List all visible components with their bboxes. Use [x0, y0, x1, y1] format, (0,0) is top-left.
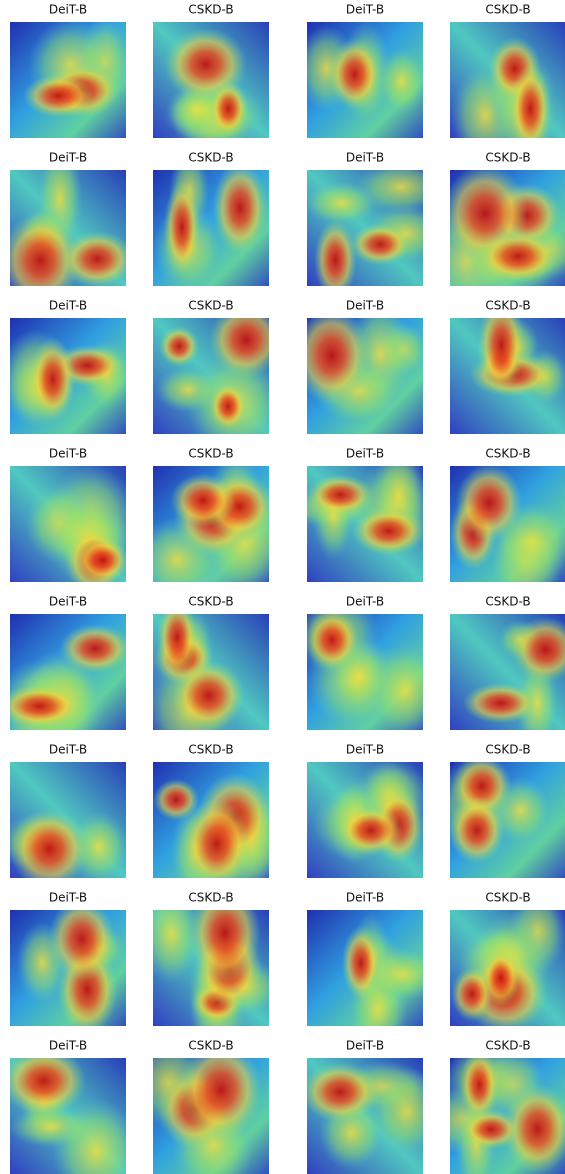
- panel-label: DeiT-B: [346, 3, 384, 17]
- panel-label: DeiT-B: [49, 891, 87, 905]
- panel-label: CSKD-B: [188, 1039, 233, 1053]
- panel-label: DeiT-B: [346, 743, 384, 757]
- heatmap-image: [450, 297, 565, 434]
- panel-label: CSKD-B: [485, 891, 530, 905]
- panel-label: CSKD-B: [188, 299, 233, 313]
- heatmap-image: [450, 22, 565, 165]
- panel-label: CSKD-B: [485, 3, 530, 17]
- heatmap-image: [153, 150, 269, 293]
- panel-label: CSKD-B: [485, 447, 530, 461]
- panel-label: CSKD-B: [188, 743, 233, 757]
- heatmap-image: [450, 614, 565, 751]
- panel-label: DeiT-B: [49, 299, 87, 313]
- heatmap-image: [10, 465, 136, 596]
- heatmap-image: [296, 21, 426, 138]
- heatmap-image: [153, 762, 287, 901]
- panel-label: DeiT-B: [49, 1039, 87, 1053]
- panel-label: CSKD-B: [485, 151, 530, 165]
- panel-label: DeiT-B: [346, 595, 384, 609]
- panel-label: CSKD-B: [485, 299, 530, 313]
- heatmap-image: [293, 299, 427, 434]
- heatmap-image: [0, 318, 132, 434]
- heatmap-image: [133, 451, 286, 602]
- heatmap-image: [450, 891, 565, 1033]
- heatmap-image: [307, 910, 441, 1055]
- heatmap-image: [130, 1037, 269, 1174]
- heatmap-image: [304, 160, 448, 300]
- panel-label: DeiT-B: [49, 743, 87, 757]
- heatmap-image: [153, 22, 269, 159]
- heatmap-image: [144, 598, 269, 763]
- panel-label: CSKD-B: [188, 447, 233, 461]
- panel-label: CSKD-B: [485, 595, 530, 609]
- heatmap-image: [301, 1058, 443, 1174]
- panel-label: CSKD-B: [188, 595, 233, 609]
- panel-label: CSKD-B: [485, 743, 530, 757]
- heatmap-image: [0, 614, 131, 757]
- panel-label: DeiT-B: [346, 891, 384, 905]
- heatmap-image: [295, 592, 443, 738]
- heatmap-image: [0, 762, 128, 889]
- panel-label: DeiT-B: [346, 299, 384, 313]
- panel-label: DeiT-B: [346, 1039, 384, 1053]
- panel-label: DeiT-B: [49, 595, 87, 609]
- heatmap-image: [10, 16, 131, 138]
- heatmap-image: [153, 302, 283, 456]
- panel-label: CSKD-B: [188, 3, 233, 17]
- heatmap-image: [284, 443, 433, 582]
- heatmap-image: [422, 164, 565, 316]
- heatmap-image: [1, 1047, 139, 1174]
- panel-label: CSKD-B: [188, 151, 233, 165]
- panel-label: DeiT-B: [49, 151, 87, 165]
- panel-label: CSKD-B: [485, 1039, 530, 1053]
- panel-label: CSKD-B: [188, 891, 233, 905]
- heatmap-image: [10, 897, 126, 1036]
- heatmap-image: [422, 1043, 565, 1174]
- panel-label: DeiT-B: [49, 447, 87, 461]
- heatmap-image: [0, 143, 134, 306]
- page: DeiT-B CSKD-B DeiT-B CSKD-B DeiT-B CSKD-B DeiT…: [0, 0, 565, 1174]
- heatmap-image: [436, 755, 565, 878]
- heatmap-image: [142, 884, 282, 1063]
- heatmap-image: [450, 464, 565, 604]
- panel-label: DeiT-B: [49, 3, 87, 17]
- figure-grid: DeiT-B CSKD-B DeiT-B CSKD-B DeiT-B CSKD-B DeiT…: [0, 0, 565, 1174]
- heatmap-image: [307, 759, 429, 878]
- panel-label: DeiT-B: [346, 447, 384, 461]
- panel-label: DeiT-B: [346, 151, 384, 165]
